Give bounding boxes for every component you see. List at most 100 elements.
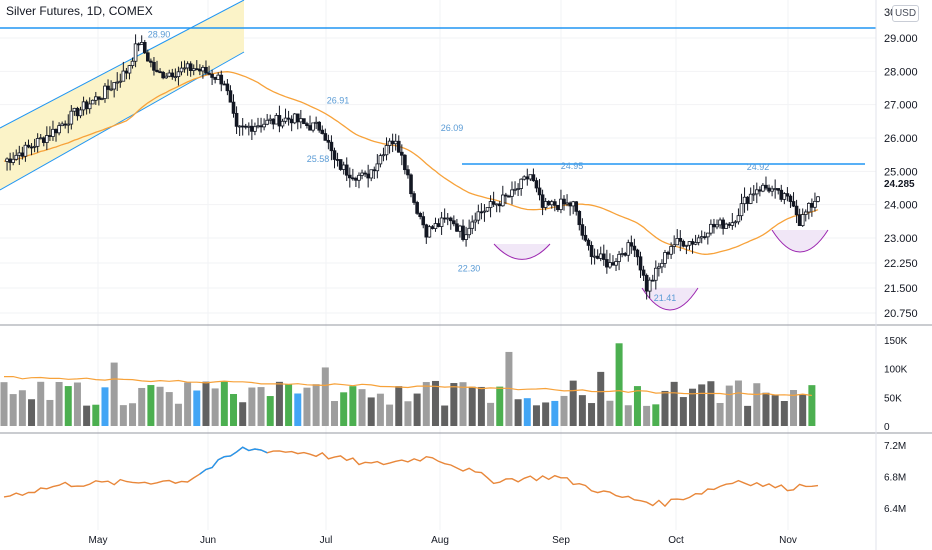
candle[interactable] (553, 198, 557, 212)
volume-bar[interactable] (257, 387, 265, 426)
candle[interactable] (161, 70, 165, 80)
candle[interactable] (745, 196, 750, 211)
volume-bar[interactable] (597, 371, 605, 426)
candle[interactable] (305, 121, 309, 129)
volume-bar[interactable] (303, 387, 311, 426)
candle[interactable] (458, 224, 462, 238)
candle[interactable] (207, 65, 211, 76)
candle[interactable] (317, 121, 321, 133)
candle[interactable] (797, 208, 802, 227)
volume-bar[interactable] (459, 382, 467, 426)
candle[interactable] (672, 235, 676, 254)
candle[interactable] (118, 73, 123, 88)
candle[interactable] (256, 117, 260, 129)
volume-bar[interactable] (275, 381, 283, 426)
volume-bar[interactable] (514, 399, 522, 426)
currency-button[interactable]: USD (892, 5, 919, 22)
candle[interactable] (693, 234, 698, 246)
volume-bar[interactable] (780, 400, 788, 426)
candle[interactable] (727, 221, 732, 229)
volume-bar[interactable] (725, 385, 733, 426)
candle[interactable] (764, 176, 768, 191)
candle[interactable] (650, 274, 655, 282)
volume-bar[interactable] (110, 362, 118, 426)
candle[interactable] (222, 80, 227, 86)
volume-bar[interactable] (477, 386, 485, 426)
candle[interactable] (250, 119, 254, 141)
volume-bar[interactable] (431, 380, 439, 426)
candle[interactable] (289, 115, 294, 132)
candle[interactable] (455, 218, 459, 232)
candle[interactable] (494, 203, 499, 213)
candle[interactable] (669, 242, 673, 259)
candle[interactable] (90, 99, 95, 105)
volume-bar[interactable] (661, 390, 669, 426)
candle[interactable] (800, 208, 805, 227)
candle[interactable] (442, 208, 447, 223)
candle[interactable] (57, 122, 61, 136)
candle[interactable] (421, 211, 426, 229)
candle[interactable] (320, 125, 325, 135)
candle[interactable] (243, 123, 248, 130)
candle[interactable] (155, 60, 159, 73)
candle[interactable] (424, 223, 429, 244)
volume-bar[interactable] (762, 392, 770, 426)
candle[interactable] (292, 113, 297, 125)
candle[interactable] (742, 187, 747, 213)
candle[interactable] (14, 149, 19, 161)
candle[interactable] (188, 61, 193, 77)
candle[interactable] (721, 217, 725, 235)
candle[interactable] (598, 246, 603, 262)
candle[interactable] (791, 192, 796, 208)
indicator-line[interactable] (3, 446, 819, 508)
candle[interactable] (507, 194, 511, 198)
volume-bar[interactable] (376, 393, 384, 426)
candle[interactable] (473, 212, 478, 232)
candle[interactable] (142, 39, 147, 55)
candle[interactable] (231, 94, 236, 118)
candle[interactable] (381, 147, 386, 162)
candle[interactable] (748, 187, 753, 205)
volume-bar[interactable] (64, 386, 72, 426)
candle[interactable] (497, 201, 502, 213)
candle[interactable] (415, 200, 419, 215)
candle[interactable] (265, 113, 269, 126)
candle[interactable] (715, 219, 719, 230)
volume-bar[interactable] (450, 383, 458, 426)
candle[interactable] (696, 234, 701, 246)
candle[interactable] (133, 34, 138, 68)
volume-bar[interactable] (569, 380, 577, 426)
candle[interactable] (810, 198, 814, 217)
candle[interactable] (302, 118, 306, 125)
candle[interactable] (504, 192, 508, 205)
volume-bar[interactable] (248, 387, 256, 426)
volume-bar[interactable] (413, 393, 421, 426)
candle[interactable] (491, 191, 496, 207)
volume-bar[interactable] (230, 394, 238, 426)
volume-bar[interactable] (560, 395, 568, 426)
volume-bar[interactable] (606, 400, 614, 426)
candle[interactable] (522, 175, 527, 181)
candle[interactable] (657, 262, 661, 277)
candle[interactable] (173, 68, 178, 82)
candle[interactable] (170, 68, 175, 80)
volume-bar[interactable] (266, 396, 274, 426)
candle[interactable] (106, 79, 110, 100)
candle[interactable] (11, 152, 15, 166)
candle[interactable] (372, 166, 377, 180)
candle[interactable] (782, 192, 787, 205)
candle[interactable] (268, 114, 273, 125)
candle[interactable] (681, 239, 686, 248)
candle[interactable] (210, 69, 214, 85)
volume-bar[interactable] (670, 381, 678, 426)
candle[interactable] (283, 108, 288, 124)
candle[interactable] (228, 85, 233, 103)
candle[interactable] (393, 133, 398, 151)
candle[interactable] (635, 248, 640, 266)
volume-bar[interactable] (330, 401, 338, 426)
indicator-highlight-line[interactable] (199, 446, 268, 475)
candle[interactable] (513, 181, 517, 195)
candle[interactable] (580, 218, 585, 240)
candle[interactable] (754, 182, 759, 204)
candle[interactable] (87, 97, 92, 114)
